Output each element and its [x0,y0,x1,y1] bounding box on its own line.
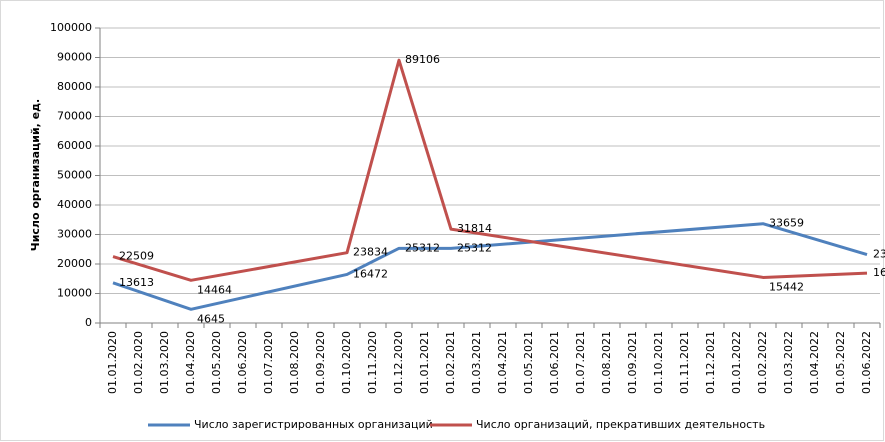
x-tick-label: 01.06.2020 [236,331,249,394]
x-tick-label: 01.11.2020 [366,331,379,394]
data-label: 22509 [119,250,154,263]
x-tick-label: 01.01.2022 [730,331,743,394]
x-tick-label: 01.02.2022 [756,331,769,394]
y-tick-label: 100000 [50,21,92,34]
x-tick-label: 01.07.2021 [574,331,587,394]
x-tick-label: 01.04.2022 [808,331,821,394]
data-label: 4645 [197,312,225,325]
x-tick-label: 01.09.2021 [626,331,639,394]
y-tick-label: 50000 [57,169,92,182]
data-label: 23197 [873,248,885,261]
data-label: 31814 [457,222,492,235]
y-tick-label: 10000 [57,287,92,300]
legend-label: Число организаций, прекративших деятельн… [476,418,765,431]
data-label: 25312 [405,241,440,254]
x-tick-label: 01.06.2022 [860,331,873,394]
x-tick-label: 01.01.2020 [106,331,119,394]
x-tick-label: 01.06.2021 [548,331,561,394]
x-tick-label: 01.04.2020 [184,331,197,394]
legend-label: Число зарегистрированных организаций [194,418,433,431]
data-label: 13613 [119,276,154,289]
series-line [112,222,868,311]
y-tick-label: 70000 [57,110,92,123]
x-tick-label: 01.12.2021 [704,331,717,394]
x-tick-label: 01.11.2021 [678,331,691,394]
series-line [112,58,868,282]
x-tick-label: 01.07.2020 [262,331,275,394]
x-tick-label: 01.03.2022 [782,331,795,394]
x-tick-label: 01.04.2021 [496,331,509,394]
data-label: 23834 [353,246,388,259]
y-tick-label: 30000 [57,228,92,241]
x-tick-label: 01.03.2020 [158,331,171,394]
y-tick-label: 40000 [57,198,92,211]
x-tick-label: 01.02.2020 [132,331,145,394]
x-tick-label: 01.10.2020 [340,331,353,394]
x-tick-label: 01.08.2020 [288,331,301,394]
y-tick-label: 80000 [57,80,92,93]
x-tick-label: 01.02.2021 [444,331,457,394]
data-label: 33659 [769,217,804,230]
data-label: 16889 [873,266,885,279]
y-tick-label: 0 [85,316,92,329]
x-tick-label: 01.08.2021 [600,331,613,394]
x-tick-label: 01.12.2020 [392,331,405,394]
x-tick-label: 01.09.2020 [314,331,327,394]
y-tick-label: 60000 [57,139,92,152]
data-label: 25312 [457,241,492,254]
y-tick-label: 20000 [57,257,92,270]
data-label: 15442 [769,280,804,293]
x-tick-label: 01.05.2021 [522,331,535,394]
data-label: 16472 [353,267,388,280]
x-tick-label: 01.10.2021 [652,331,665,394]
x-tick-label: 01.05.2020 [210,331,223,394]
x-tick-label: 01.03.2021 [470,331,483,394]
x-tick-label: 01.01.2021 [418,331,431,394]
y-tick-label: 90000 [57,51,92,64]
y-axis-label: Число организаций, ед. [29,99,42,251]
x-tick-label: 01.05.2022 [834,331,847,394]
data-label: 89106 [405,53,440,66]
data-label: 14464 [197,283,232,296]
